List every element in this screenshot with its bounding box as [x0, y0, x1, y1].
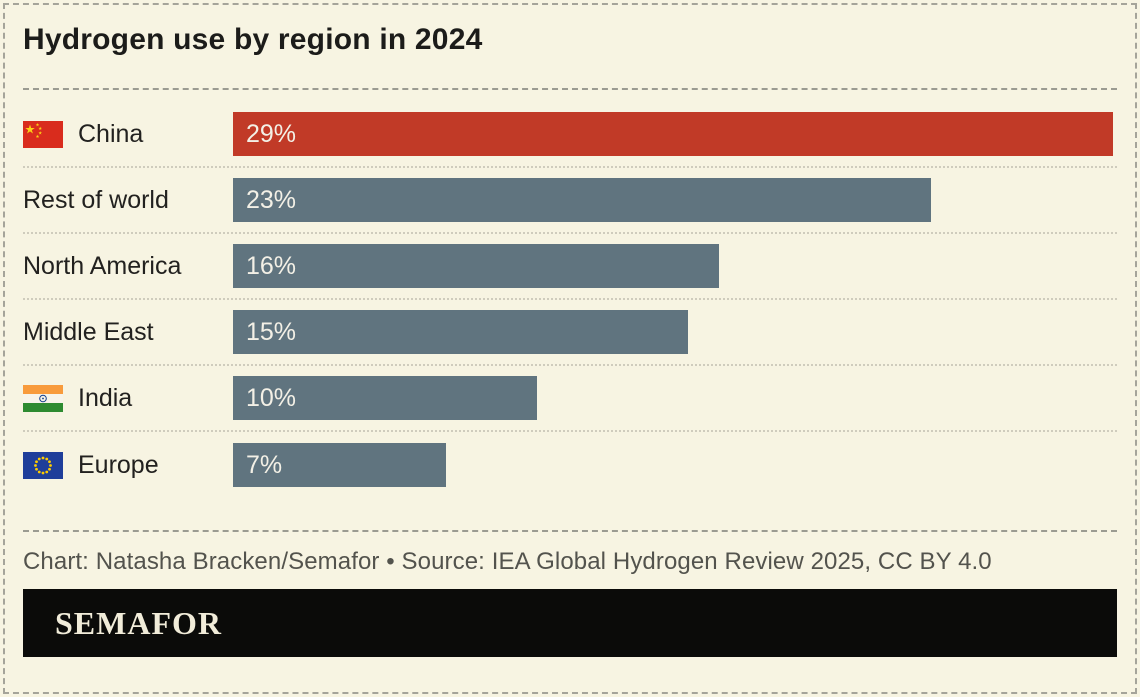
chart-row: China 29%	[23, 102, 1117, 168]
bar-track: 16%	[233, 244, 1117, 288]
row-label-area: Europe	[23, 451, 233, 480]
chart-row: Rest of world 23%	[23, 168, 1117, 234]
bar-track: 7%	[233, 443, 1117, 487]
bar-track: 10%	[233, 376, 1117, 420]
value-bar: 10%	[233, 376, 537, 420]
china-flag-icon	[23, 120, 63, 148]
india-flag-icon	[23, 384, 63, 412]
row-label-area: North America	[23, 252, 233, 281]
credit-line: Chart: Natasha Bracken/Semafor • Source:…	[23, 548, 992, 575]
region-label: Rest of world	[23, 185, 169, 214]
bar-value-label: 7%	[246, 450, 283, 479]
bar-track: 29%	[233, 112, 1117, 156]
chart-row: Middle East 15%	[23, 300, 1117, 366]
semafor-wordmark: SEMAFOR	[55, 604, 222, 641]
bar-track: 15%	[233, 310, 1117, 354]
chart-title: Hydrogen use by region in 2024	[23, 23, 483, 56]
footer-divider	[23, 530, 1117, 532]
row-label-area: India	[23, 384, 233, 413]
bar-value-label: 23%	[246, 185, 297, 214]
row-label-area: China	[23, 120, 233, 149]
value-bar: 23%	[233, 178, 932, 222]
chart-rows: China 29% Rest of world 23% North America 16%…	[23, 102, 1117, 498]
region-label: Middle East	[23, 317, 154, 346]
bar-value-label: 16%	[246, 251, 297, 280]
bar-value-label: 10%	[246, 383, 297, 412]
value-bar: 29%	[233, 112, 1114, 156]
row-label-area: Middle East	[23, 318, 233, 347]
chart-row: North America 16%	[23, 234, 1117, 300]
bar-value-label: 29%	[246, 119, 297, 148]
region-label: India	[78, 383, 133, 412]
region-label: North America	[23, 251, 182, 280]
region-label: Europe	[78, 450, 159, 479]
value-bar: 7%	[233, 443, 446, 487]
bar-track: 23%	[233, 178, 1117, 222]
chart-row: India 10%	[23, 366, 1117, 432]
eu-flag-icon	[23, 451, 63, 479]
region-label: China	[78, 119, 144, 148]
bar-value-label: 15%	[246, 317, 297, 346]
chart-row: Europe 7%	[23, 432, 1117, 498]
value-bar: 15%	[233, 310, 689, 354]
semafor-logo-bar: SEMAFOR	[23, 589, 1117, 657]
title-divider	[23, 88, 1117, 90]
value-bar: 16%	[233, 244, 719, 288]
row-label-area: Rest of world	[23, 186, 233, 215]
